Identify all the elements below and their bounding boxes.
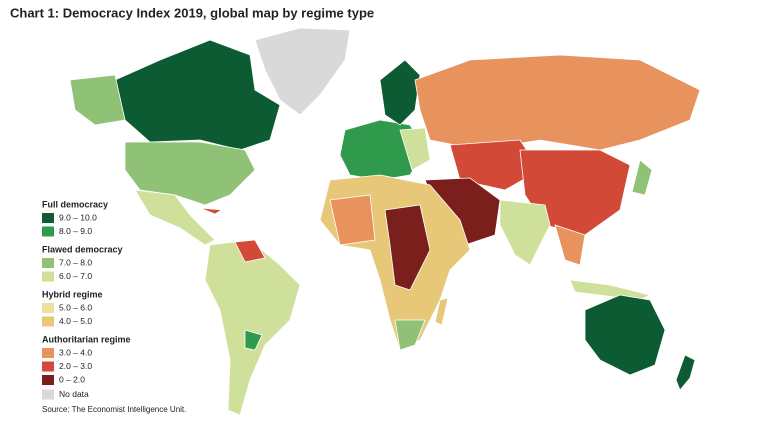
legend-swatch (42, 303, 54, 313)
title: Chart 1: Democracy Index 2019, global ma… (10, 5, 374, 20)
country (329, 194, 376, 246)
legend-swatch (42, 226, 54, 237)
country (384, 204, 431, 291)
country (675, 354, 696, 391)
country (134, 189, 216, 246)
legend-label: No data (59, 389, 89, 399)
country (394, 319, 426, 351)
country (254, 27, 351, 116)
source: Source: The Economist Intelligence Unit. (42, 405, 186, 414)
legend-swatch (42, 361, 54, 372)
legend-label: 9.0 – 10.0 (59, 212, 97, 222)
country (584, 294, 666, 376)
country (554, 224, 586, 266)
country (434, 297, 449, 326)
country (114, 39, 281, 151)
legend-label: 8.0 – 9.0 (59, 226, 92, 236)
world-map (69, 27, 701, 416)
country (234, 239, 266, 263)
legend-group-title: Hybrid regime (42, 289, 103, 299)
country (199, 207, 224, 215)
legend-swatch (42, 271, 54, 282)
legend-label: 3.0 – 4.0 (59, 347, 92, 357)
country (449, 139, 541, 191)
country (414, 54, 701, 151)
legend-label: 7.0 – 8.0 (59, 257, 92, 267)
legend-label: 2.0 – 3.0 (59, 361, 92, 371)
legend-swatch (42, 258, 54, 268)
legend-label: 4.0 – 5.0 (59, 316, 92, 326)
legend-group-title: Flawed democracy (42, 244, 123, 254)
legend-swatch (42, 213, 54, 223)
legend-group-title: Full democracy (42, 199, 108, 209)
country (569, 279, 652, 301)
legend-group-title: Authoritarian regime (42, 334, 131, 344)
country (499, 199, 551, 266)
legend: Full democracy 9.0 – 10.0 8.0 – 9.0 Flawed … (42, 199, 131, 400)
country (399, 127, 431, 171)
country (379, 59, 421, 126)
legend-swatch (42, 348, 54, 358)
legend-swatch (42, 389, 54, 400)
country (124, 141, 256, 206)
legend-label: 5.0 – 6.0 (59, 302, 92, 312)
country (244, 329, 263, 351)
country (204, 239, 301, 416)
country (631, 159, 653, 196)
legend-label: 6.0 – 7.0 (59, 271, 92, 281)
country (69, 74, 126, 126)
legend-swatch (42, 316, 54, 327)
legend-label: 0 – 2.0 (59, 374, 85, 384)
legend-swatch (42, 375, 54, 385)
